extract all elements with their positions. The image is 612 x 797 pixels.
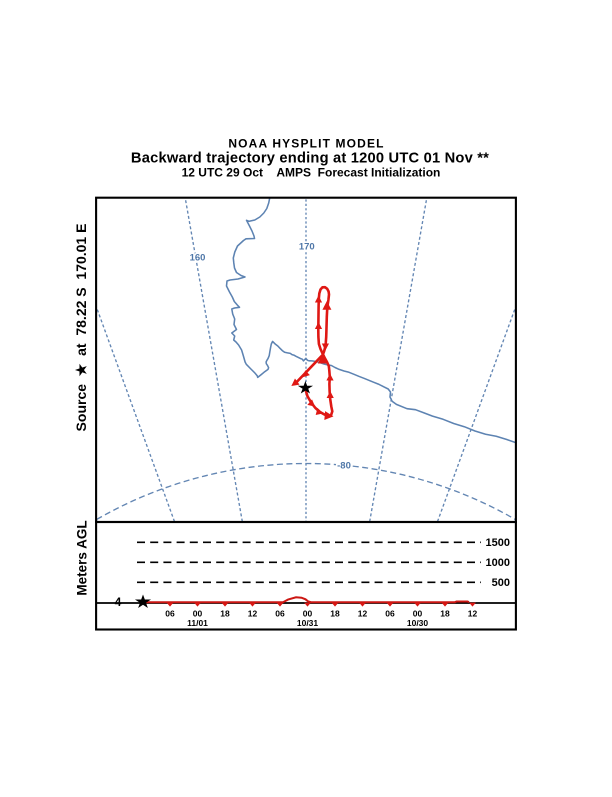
svg-text:11/01: 11/01 [187,618,208,628]
svg-text:18: 18 [220,609,230,619]
svg-text:12: 12 [248,609,258,619]
svg-text:Meters AGL: Meters AGL [75,520,90,595]
svg-text:10/31: 10/31 [297,618,319,628]
svg-text:18: 18 [440,609,450,619]
svg-text:NOAA HYSPLIT MODEL: NOAA HYSPLIT MODEL [228,137,384,151]
svg-text:-80: -80 [337,461,351,472]
svg-text:00: 00 [413,609,423,619]
svg-text:Backward trajectory ending at: Backward trajectory ending at 1200 UTC 0… [131,151,489,167]
svg-text:18: 18 [330,609,340,619]
svg-text:12 UTC 29 Oct AMPS Forecas: 12 UTC 29 Oct AMPS Forecast Initializati… [182,166,441,180]
svg-text:4: 4 [115,595,122,609]
svg-text:00: 00 [193,609,203,619]
svg-text:1000: 1000 [486,557,510,569]
svg-text:Source ★ at 78.22 S 170.01: Source ★ at 78.22 S 170.01 E [73,224,89,432]
svg-text:12: 12 [468,609,478,619]
svg-text:10/30: 10/30 [407,618,429,628]
svg-text:06: 06 [275,609,285,619]
svg-text:500: 500 [492,577,510,589]
svg-text:160: 160 [190,253,206,264]
svg-text:00: 00 [303,609,313,619]
svg-text:170: 170 [299,241,315,252]
svg-text:1500: 1500 [486,537,510,549]
svg-text:12: 12 [358,609,368,619]
svg-text:06: 06 [165,609,175,619]
svg-text:06: 06 [385,609,395,619]
